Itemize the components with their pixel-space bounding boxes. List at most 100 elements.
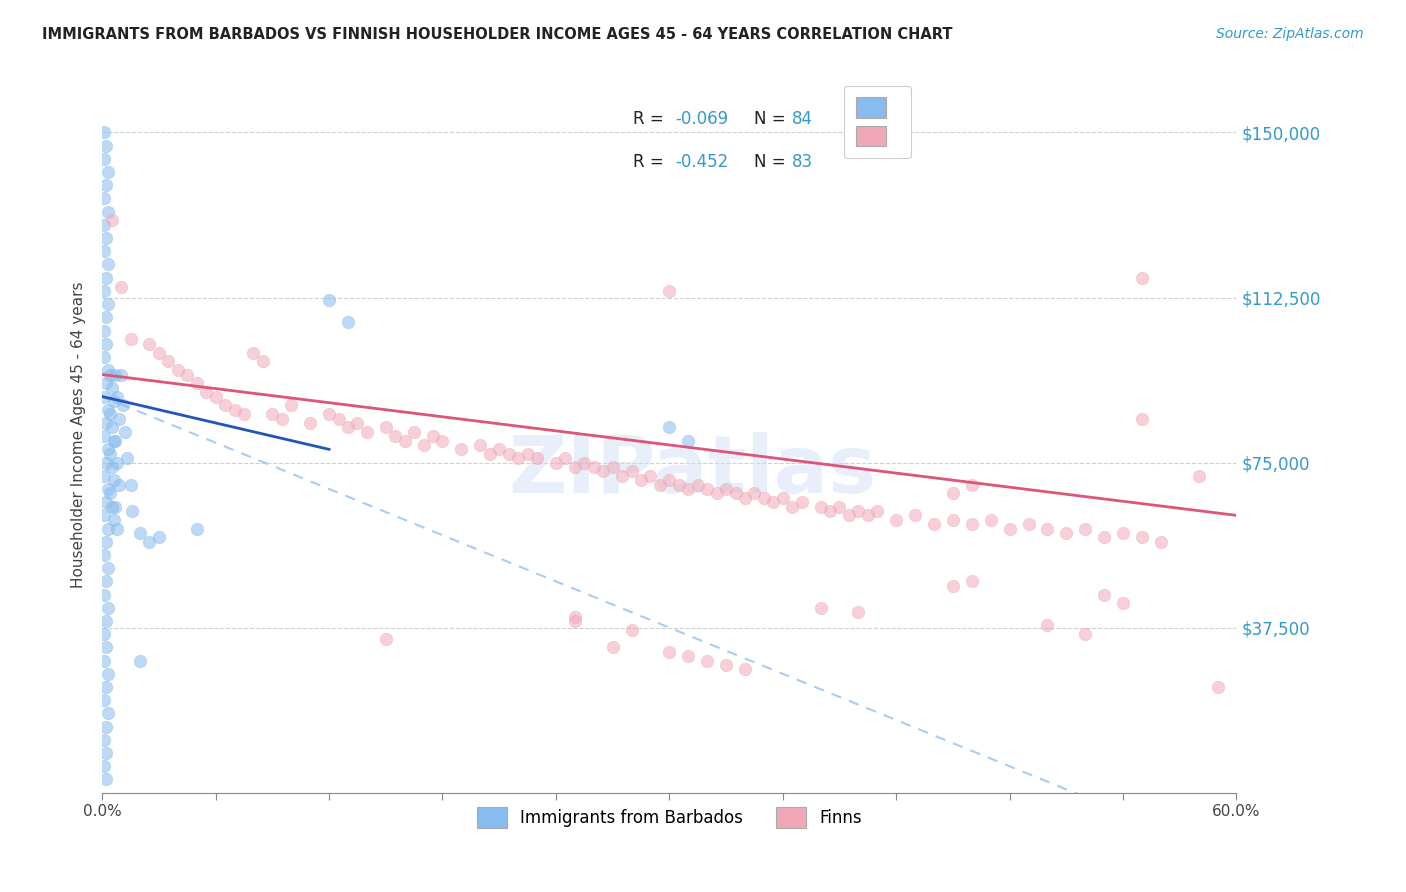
Point (884, 513, 907, 527)
Point (648, 477, 671, 491)
Point (724, 486, 747, 500)
Point (1018, 517, 1040, 532)
Point (94, 534, 117, 549)
Point (93, 732, 115, 747)
Point (848, 605, 870, 619)
Point (526, 451, 548, 466)
Point (744, 486, 766, 500)
Point (93, 350, 115, 364)
Point (104, 500, 127, 514)
Point (120, 332, 142, 346)
Point (838, 508, 860, 523)
Text: -0.069: -0.069 (675, 110, 728, 128)
Point (120, 477, 142, 491)
Point (94, 138, 117, 153)
Point (374, 420, 396, 434)
Point (998, 522, 1021, 536)
Point (166, 363, 188, 377)
Point (94, 614, 117, 628)
Point (404, 425, 426, 439)
Point (103, 513, 125, 527)
Point (104, 434, 127, 448)
Point (658, 420, 681, 434)
Point (94, 680, 117, 694)
Point (734, 662, 756, 676)
Point (121, 504, 143, 518)
Point (94, 640, 117, 655)
Point (592, 464, 614, 478)
Point (374, 632, 396, 646)
Point (204, 390, 226, 404)
Point (280, 398, 302, 412)
Point (668, 477, 690, 491)
Point (1036, 618, 1059, 632)
Point (810, 500, 832, 514)
Point (94, 336, 117, 351)
Point (103, 473, 125, 487)
Point (856, 508, 879, 523)
Point (98, 486, 121, 500)
Point (1130, 411, 1153, 425)
Point (564, 459, 586, 474)
Point (1130, 270, 1153, 285)
Point (97, 442, 120, 457)
Point (714, 482, 737, 496)
Point (97, 600, 120, 615)
Point (422, 429, 444, 443)
Text: N =: N = (755, 110, 792, 128)
Text: -0.452: -0.452 (675, 153, 728, 171)
Point (904, 508, 927, 523)
Point (157, 354, 180, 368)
Point (554, 451, 576, 466)
Point (94, 270, 117, 285)
Point (105, 390, 128, 404)
Point (714, 658, 737, 673)
Point (108, 411, 131, 425)
Point (98, 447, 121, 461)
Point (93, 125, 115, 139)
Text: N =: N = (755, 153, 792, 171)
Point (922, 517, 945, 532)
Point (148, 530, 170, 544)
Text: IMMIGRANTS FROM BARBADOS VS FINNISH HOUSEHOLDER INCOME AGES 45 - 64 YEARS CORREL: IMMIGRANTS FROM BARBADOS VS FINNISH HOUS… (42, 27, 953, 42)
Point (506, 451, 529, 466)
Text: ZIPatlas: ZIPatlas (508, 432, 876, 510)
Text: R =: R = (633, 153, 669, 171)
Point (640, 468, 662, 483)
Point (103, 434, 125, 448)
Point (94, 178, 117, 193)
Point (93, 324, 115, 338)
Point (734, 491, 756, 505)
Text: 84: 84 (792, 110, 813, 128)
Point (488, 442, 510, 457)
Point (1130, 530, 1153, 544)
Point (299, 416, 322, 430)
Point (98, 407, 121, 421)
Point (1188, 468, 1211, 483)
Point (678, 482, 700, 496)
Text: Source: ZipAtlas.com: Source: ZipAtlas.com (1216, 27, 1364, 41)
Point (93, 429, 115, 443)
Point (214, 398, 236, 412)
Point (848, 504, 870, 518)
Point (93, 192, 115, 206)
Point (129, 654, 152, 668)
Point (1036, 522, 1059, 536)
Point (544, 456, 567, 470)
Point (610, 468, 633, 483)
Point (866, 504, 889, 518)
Point (97, 522, 120, 536)
Point (93, 468, 115, 483)
Point (960, 574, 983, 589)
Point (104, 368, 127, 382)
Text: 83: 83 (792, 153, 813, 171)
Point (696, 482, 718, 496)
Point (100, 420, 122, 434)
Y-axis label: Householder Income Ages 45 - 64 years: Householder Income Ages 45 - 64 years (72, 282, 86, 589)
Point (94, 416, 117, 430)
Legend: Immigrants from Barbados, Finns: Immigrants from Barbados, Finns (470, 801, 869, 834)
Point (100, 213, 122, 227)
Point (810, 600, 832, 615)
Point (176, 368, 198, 382)
Point (97, 258, 120, 272)
